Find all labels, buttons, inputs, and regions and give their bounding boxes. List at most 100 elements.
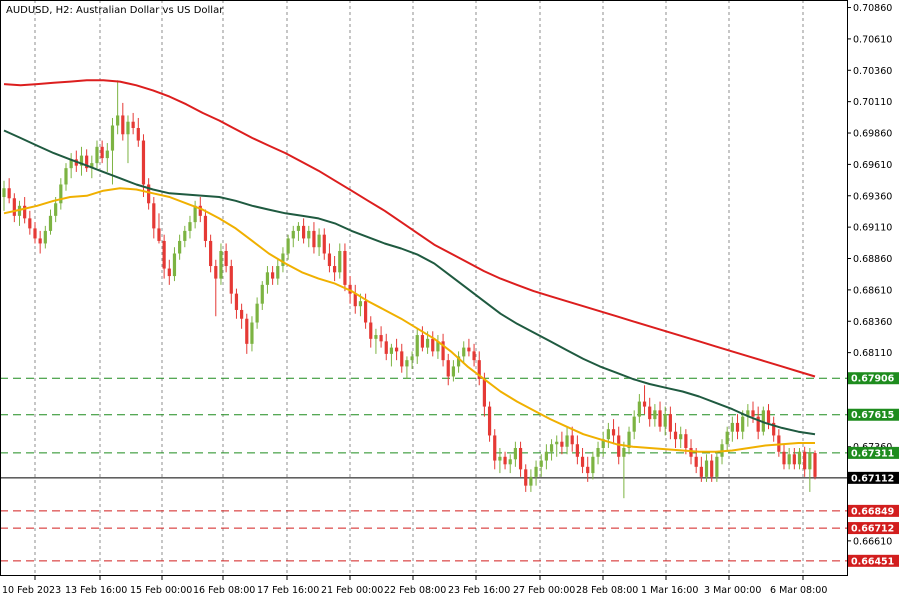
- candle-body: [472, 351, 476, 361]
- candle-body: [131, 121, 135, 128]
- candle-body: [38, 238, 42, 244]
- candle-body: [105, 150, 109, 159]
- candle-body: [611, 429, 616, 436]
- candle-body: [524, 469, 528, 486]
- time-label: 27 Feb 00:00: [513, 585, 575, 596]
- price-tick-label: 0.68860: [853, 254, 892, 265]
- candle-body: [518, 448, 523, 470]
- candle-body: [772, 422, 776, 436]
- candle-body: [110, 125, 115, 151]
- candle-body: [565, 435, 569, 447]
- candle-body: [260, 284, 264, 304]
- candle-body: [384, 341, 388, 354]
- candle-body: [363, 301, 368, 323]
- candle-body: [203, 215, 208, 241]
- candle-body: [369, 322, 373, 339]
- price-tick-label: 0.70610: [853, 34, 892, 45]
- time-label: 1 Mar 16:00: [641, 585, 698, 596]
- candle-body: [673, 431, 678, 440]
- candle-body: [410, 356, 414, 361]
- candle-body: [219, 250, 223, 279]
- candle-body: [100, 146, 104, 159]
- candle-body: [751, 410, 755, 417]
- candle-body: [689, 448, 693, 457]
- time-label: 16 Feb 08:00: [193, 585, 255, 596]
- time-label: 28 Feb 08:00: [576, 585, 638, 596]
- candle-body: [415, 335, 419, 357]
- candle-body: [803, 451, 807, 470]
- candle-body: [193, 205, 197, 223]
- candle-body: [255, 303, 259, 323]
- candle-body: [539, 460, 543, 467]
- candle-body: [348, 284, 352, 294]
- candle-body: [327, 253, 332, 267]
- candle-body: [756, 416, 760, 432]
- candles: [2, 80, 817, 499]
- level-label: 0.67311: [851, 448, 894, 459]
- candle-body: [477, 360, 481, 379]
- candle-body: [596, 448, 600, 457]
- candle-body: [735, 422, 740, 432]
- candle-body: [198, 205, 202, 216]
- candle-body: [183, 230, 187, 241]
- candle-body: [441, 341, 445, 361]
- candle-body: [332, 266, 337, 273]
- ma-fast-line: [3, 187, 815, 453]
- candle-body: [152, 203, 156, 229]
- candle-body: [684, 434, 688, 448]
- candle-body: [214, 266, 218, 279]
- candle-body: [338, 250, 342, 273]
- candle-body: [580, 456, 585, 467]
- candle-body: [436, 341, 440, 352]
- candle-body: [405, 360, 409, 367]
- candle-body: [601, 439, 605, 448]
- candle-body: [234, 293, 239, 310]
- level-labels: 0.67906 0.67615 0.67311 0.67112 0.66849 0.667…: [848, 372, 899, 567]
- price-tick-label: 0.70110: [853, 97, 892, 108]
- candle-body: [317, 234, 321, 248]
- candle-body: [679, 434, 683, 440]
- candle-body: [121, 115, 125, 135]
- candle-body: [302, 225, 306, 239]
- level-label-box: [848, 408, 899, 421]
- candle-body: [508, 459, 512, 465]
- candle-body: [157, 228, 161, 241]
- candle-body: [23, 205, 27, 219]
- level-label: 0.66451: [851, 556, 894, 567]
- candle-body: [699, 466, 703, 477]
- candle-body: [54, 203, 58, 216]
- candle-body: [813, 453, 817, 477]
- candle-body: [431, 338, 435, 352]
- candle-body: [766, 410, 771, 423]
- candle-body: [591, 456, 595, 474]
- candle-body: [632, 416, 636, 432]
- candle-body: [606, 429, 610, 440]
- candle-body: [59, 184, 63, 204]
- plot-frame: [0, 0, 848, 576]
- level-label-box: [848, 504, 899, 517]
- candle-body: [586, 466, 590, 474]
- candle-body: [534, 466, 538, 477]
- candle-body: [286, 238, 290, 254]
- ma-slow-line: [3, 79, 816, 378]
- time-label: 3 Mar 00:00: [704, 585, 761, 596]
- candle-body: [188, 222, 192, 231]
- candle-body: [792, 454, 796, 465]
- time-label: 22 Feb 08:00: [384, 585, 446, 596]
- candle-body: [544, 451, 548, 461]
- price-tick-label: 0.70360: [853, 66, 892, 77]
- time-label: 15 Feb 00:00: [130, 585, 192, 596]
- candle-body: [307, 230, 311, 239]
- price-tick-label: 0.68360: [853, 317, 892, 328]
- candle-body: [730, 422, 734, 432]
- candle-body: [172, 253, 177, 277]
- candle-body: [64, 168, 68, 185]
- candle-body: [642, 401, 647, 407]
- level-label: 0.67112: [851, 473, 894, 484]
- candle-body: [90, 163, 94, 169]
- candle-body: [147, 184, 151, 204]
- candle-body: [746, 410, 750, 417]
